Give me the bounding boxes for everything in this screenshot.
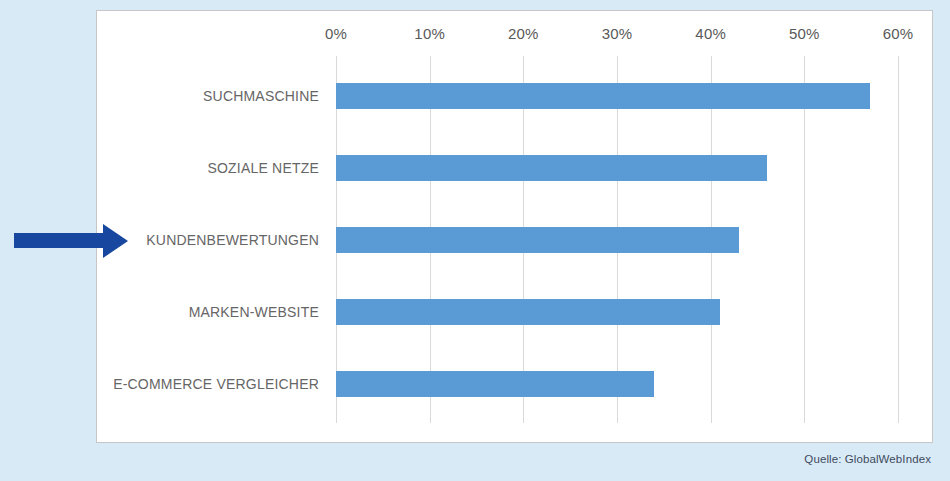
axis-tick-label: 40% [695, 25, 726, 42]
gridline [898, 56, 899, 423]
axis-tick-label: 10% [414, 25, 445, 42]
axis-tick-label: 30% [602, 25, 633, 42]
axis-tick-label: 50% [789, 25, 820, 42]
category-label: E-COMMERCE VERGLEICHER [107, 376, 319, 392]
source-caption: Quelle: GlobalWebIndex [804, 453, 931, 465]
gridline [804, 56, 805, 423]
bar [336, 83, 870, 109]
chart-panel: 0% 10% 20% 30% 40% 50% 60% SUCHMASCHINE SOZIALE… [96, 10, 933, 443]
highlight-arrow-icon [14, 223, 128, 259]
category-label: SUCHMASCHINE [107, 88, 319, 104]
highlight-arrow-shape [14, 224, 128, 258]
category-label: SOZIALE NETZE [107, 160, 319, 176]
bar [336, 371, 654, 397]
bar [336, 227, 739, 253]
bar [336, 299, 720, 325]
axis-tick-label: 0% [325, 25, 347, 42]
category-label: MARKEN-WEBSITE [107, 304, 319, 320]
axis-tick-label: 60% [883, 25, 914, 42]
axis-tick-label: 20% [508, 25, 539, 42]
category-label: KUNDENBEWERTUNGEN [107, 232, 319, 248]
bar [336, 155, 767, 181]
